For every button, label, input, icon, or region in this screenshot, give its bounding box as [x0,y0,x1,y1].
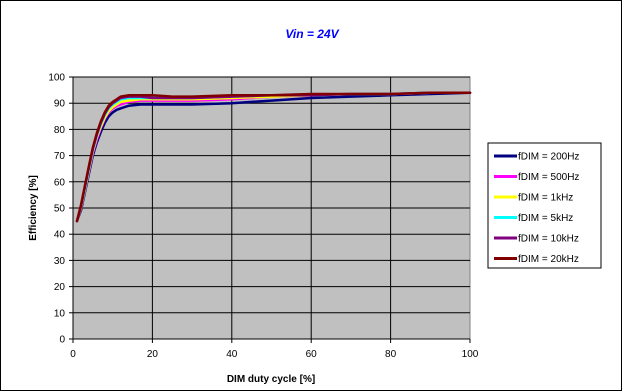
x-tick-label: 0 [70,349,76,360]
series-line-6 [75,91,472,223]
y-tick-label: 20 [54,282,66,293]
legend-label: fDIM = 500Hz [518,172,579,183]
x-tick-label: 40 [226,349,238,360]
legend: fDIM = 200Hz fDIM = 500Hz fDIM = 1kHz fDIM … [487,142,602,269]
y-tick-label: 60 [54,177,66,188]
legend-label: fDIM = 10kHz [518,234,579,245]
y-tick-label: 80 [54,125,66,136]
x-tick-label: 80 [385,349,397,360]
legend-label: fDIM = 1kHz [518,193,573,204]
x-tick-label: 60 [306,349,318,360]
chart-title: Vin = 24V [285,27,339,41]
x-axis-title: DIM duty cycle [%] [227,374,315,385]
legend-label: fDIM = 200Hz [518,152,579,163]
y-tick-label: 10 [54,308,66,319]
y-tick-label: 70 [54,151,66,162]
legend-label: fDIM = 20kHz [518,254,579,265]
x-tick-label: 100 [462,349,479,360]
y-tick-label: 0 [59,335,65,346]
y-tick-label: 30 [54,256,66,267]
gridlines [73,76,470,339]
axes [69,76,471,343]
y-axis-title: Efficiency [%] [28,175,39,241]
y-tick-label: 40 [54,230,66,241]
legend-label: fDIM = 5kHz [518,213,573,224]
series-lines [75,91,472,223]
y-tick-label: 100 [48,73,65,84]
y-tick-label: 50 [54,204,66,215]
tick-labels: 0 10 20 30 40 50 60 70 80 90 100 0 20 40 60 80 100 [48,73,478,361]
x-tick-label: 20 [147,349,159,360]
y-tick-label: 90 [54,99,66,110]
legend-box [487,142,602,269]
